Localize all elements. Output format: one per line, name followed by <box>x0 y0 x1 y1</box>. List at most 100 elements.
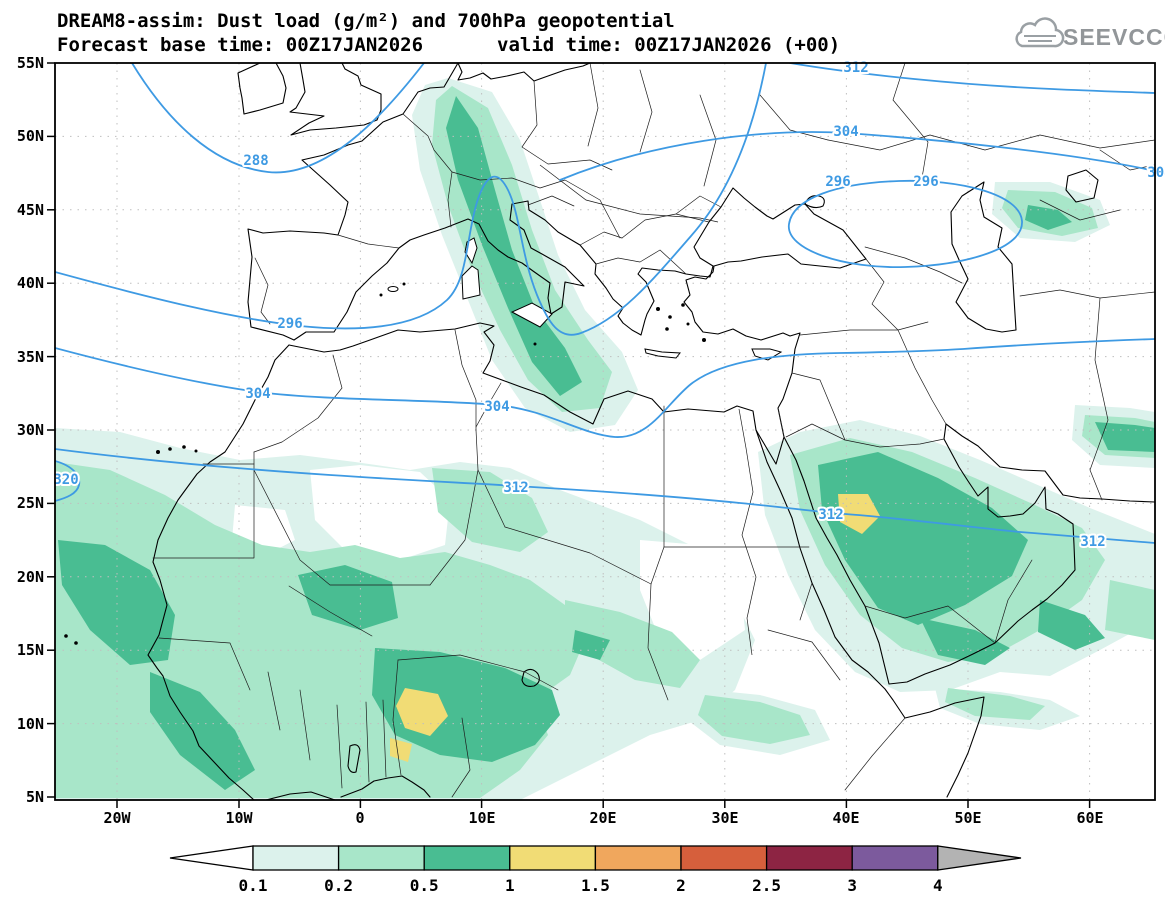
geopotential-contour-304-south <box>55 338 1155 438</box>
dust-gap <box>310 465 450 560</box>
border-line <box>799 321 929 336</box>
border-line <box>402 113 453 228</box>
dust-area <box>446 96 582 396</box>
y-axis-tick-label: 50N <box>17 127 44 145</box>
dust-area <box>372 648 560 762</box>
island-mallorca <box>387 286 399 292</box>
border-line <box>647 583 669 701</box>
geopotential-contour-304-north <box>559 131 1155 181</box>
dust-area <box>298 565 398 630</box>
border-line <box>397 654 559 691</box>
border-line <box>844 717 906 791</box>
x-axis-tick-label: 40E <box>832 809 859 827</box>
canary-island <box>182 445 186 449</box>
dust-area <box>698 695 810 744</box>
y-axis-tick-label: 40N <box>17 274 44 292</box>
border-line <box>152 463 255 559</box>
coastline-denmark-baltic <box>457 63 591 82</box>
colorbar-cell <box>680 845 768 871</box>
dust-area <box>565 600 700 688</box>
contour-label: 288 <box>243 153 268 169</box>
island-sardinia <box>461 265 481 300</box>
colorbar-cell <box>765 845 853 871</box>
x-axis-tick-label: 20E <box>589 809 616 827</box>
figure-title: DREAM8-assim: Dust load (g/m²) and 700hP… <box>57 10 675 32</box>
dust-area <box>1095 422 1155 452</box>
border-line <box>785 423 945 448</box>
contour-label: 312 <box>818 507 843 523</box>
coastline-iberia-france <box>247 63 459 341</box>
dust-area <box>838 494 880 534</box>
border-line <box>267 671 311 761</box>
volga-river <box>892 63 929 179</box>
aegean-island <box>668 315 672 319</box>
colorbar-arrow-over <box>937 845 1022 871</box>
coastline-gulf-of-guinea-east <box>340 775 431 798</box>
border-line <box>791 372 846 441</box>
x-axis-tick-label: 10E <box>468 809 495 827</box>
colorbar-tick-label: 3 <box>847 876 857 895</box>
coastline-britain <box>289 63 382 136</box>
border-line <box>621 195 722 239</box>
dust-area <box>818 452 1028 625</box>
graticule <box>55 63 1155 800</box>
island-sicily <box>510 302 553 328</box>
coastline-redsea-west-somalia <box>755 429 985 798</box>
aegean-island <box>681 303 685 307</box>
colorbar-tick-label: 1.5 <box>581 876 610 895</box>
cloud-icon <box>1015 17 1065 48</box>
coastline-iran-makran <box>945 423 1155 503</box>
capeverde-island <box>74 641 78 645</box>
y-axis-tick-label: 25N <box>17 494 44 512</box>
canary-island <box>168 447 172 451</box>
island-menorca <box>402 282 406 286</box>
border-line <box>827 134 1155 151</box>
colorbar-cell <box>423 845 511 871</box>
dust-area <box>1105 580 1155 640</box>
canary-island <box>194 449 198 453</box>
canary-island <box>156 450 160 454</box>
country-borders <box>152 63 1155 798</box>
colorbar: 0.1 0.2 0.5 1 1.5 2 2.5 3 4 <box>169 845 1022 895</box>
colorbar-tick-label: 0.2 <box>324 876 353 895</box>
x-axis-tick-label: 10W <box>225 809 253 827</box>
x-axis-tick-label: 30E <box>711 809 738 827</box>
geopotential-contour-296-closed <box>788 179 1023 268</box>
island-ibiza <box>379 293 383 297</box>
border-line <box>527 195 687 275</box>
aegean-island <box>656 307 660 311</box>
border-line <box>521 80 613 171</box>
coastline-west-africa <box>147 344 290 800</box>
coastline-azov <box>804 195 825 209</box>
colorbar-tick-label: 4 <box>933 876 943 895</box>
border-line <box>777 407 785 438</box>
coastline-gulf-of-guinea <box>263 791 337 800</box>
x-axis-tick-label: 20W <box>103 809 131 827</box>
contour-label: 304 <box>1147 165 1165 181</box>
contour-label: 296 <box>277 316 302 332</box>
danube-river <box>539 164 719 223</box>
border-line <box>253 469 431 586</box>
contour-label: 312 <box>1080 534 1105 550</box>
geopotential-contours <box>55 63 1155 544</box>
coastline-africa-levant-blacksea <box>288 187 867 465</box>
border-line <box>429 469 479 586</box>
island-crete <box>644 348 681 359</box>
border-line <box>1019 289 1155 501</box>
dust-area <box>1025 205 1072 230</box>
y-axis-tick-label: 45N <box>17 201 44 219</box>
border-line <box>767 582 841 681</box>
colorbar-tick-label: 2 <box>676 876 686 895</box>
border-line <box>897 329 947 425</box>
border-line <box>454 329 477 431</box>
border-line <box>451 171 621 239</box>
colorbar-tick-label: 0.5 <box>410 876 439 895</box>
contour-label: 320 <box>53 472 78 488</box>
colorbar-cell <box>337 845 425 871</box>
border-line <box>336 699 387 789</box>
geopotential-contour-312-south <box>55 448 1155 544</box>
dust-area <box>945 688 1045 720</box>
geopotential-contour-320 <box>55 460 81 502</box>
coastline-aral <box>1065 169 1099 203</box>
colorbar-tick-label: 0.1 <box>239 876 268 895</box>
